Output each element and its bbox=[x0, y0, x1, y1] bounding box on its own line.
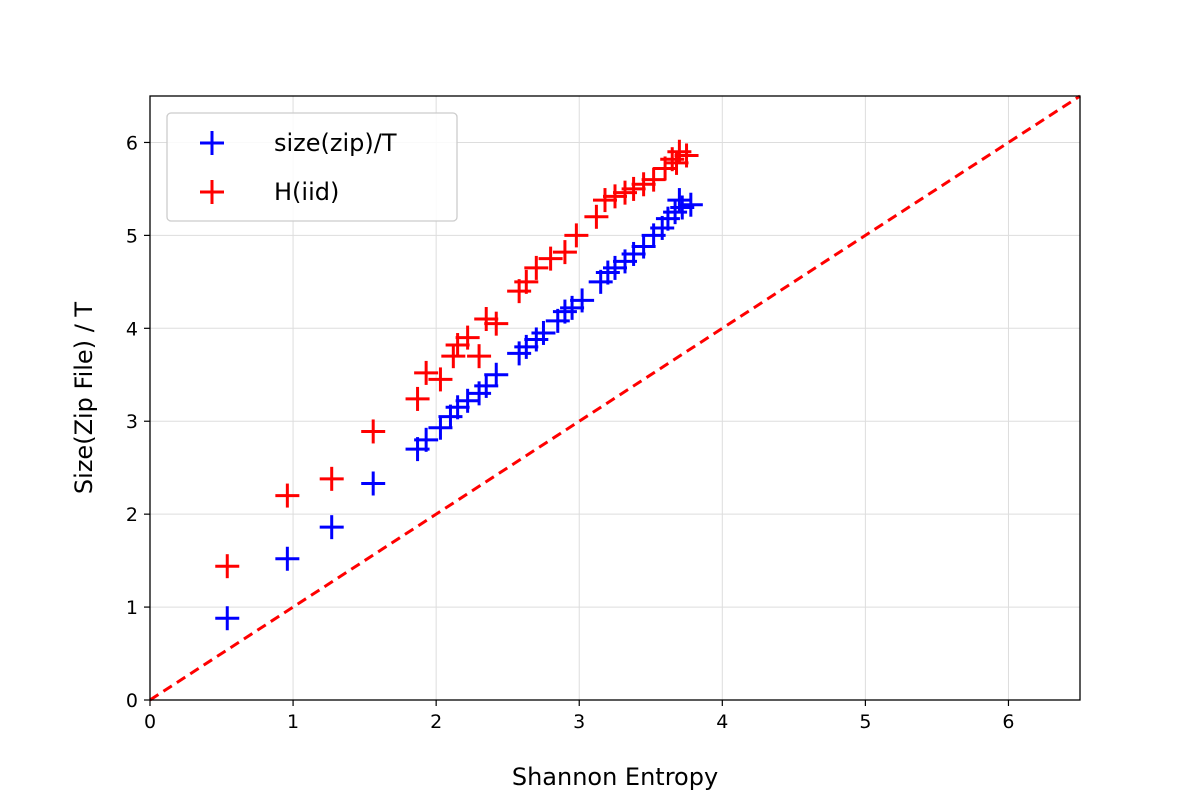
y-tick-label: 6 bbox=[126, 132, 138, 154]
y-axis-label: Size(Zip File) / T bbox=[70, 302, 98, 494]
data-point-size-zip bbox=[570, 288, 595, 313]
y-tick-label: 4 bbox=[126, 318, 138, 340]
data-point-size-zip bbox=[428, 415, 453, 440]
legend-plus-h-iid bbox=[200, 180, 224, 204]
data-point-h-iid bbox=[524, 255, 549, 280]
legend: size(zip)/T H(iid) bbox=[166, 112, 458, 222]
x-tick-label: 3 bbox=[573, 711, 585, 733]
reference-line bbox=[149, 94, 1081, 702]
data-point-h-iid bbox=[538, 246, 563, 271]
data-point-size-zip bbox=[484, 362, 509, 387]
data-point-h-iid bbox=[441, 344, 466, 369]
legend-label-h-iid: H(iid) bbox=[274, 178, 339, 206]
legend-label-size-zip: size(zip)/T bbox=[274, 129, 397, 157]
data-point-h-iid bbox=[514, 269, 539, 294]
data-point-size-zip bbox=[275, 546, 300, 571]
data-point-h-iid bbox=[552, 240, 577, 265]
x-tick-label: 0 bbox=[144, 711, 156, 733]
data-point-size-zip bbox=[631, 234, 656, 259]
y-tick-label: 3 bbox=[126, 411, 138, 433]
x-tick-label: 2 bbox=[430, 711, 442, 733]
data-points bbox=[215, 139, 703, 631]
data-point-h-iid bbox=[621, 176, 646, 201]
data-point-h-iid bbox=[414, 360, 439, 385]
data-point-size-zip bbox=[361, 471, 386, 496]
x-axis-label: Shannon Entropy bbox=[512, 763, 718, 791]
data-point-h-iid bbox=[631, 172, 656, 197]
legend-plus-size-zip bbox=[200, 131, 224, 155]
x-tick-label: 5 bbox=[859, 711, 871, 733]
data-point-h-iid bbox=[428, 367, 453, 392]
data-point-h-iid bbox=[455, 325, 480, 350]
data-point-h-iid bbox=[641, 167, 666, 192]
y-tick-label: 2 bbox=[126, 504, 138, 526]
data-point-size-zip bbox=[678, 192, 703, 217]
reference-line-group bbox=[149, 94, 1081, 702]
data-point-h-iid bbox=[275, 483, 300, 508]
data-point-h-iid bbox=[405, 386, 430, 411]
data-point-h-iid bbox=[467, 344, 492, 369]
data-point-size-zip bbox=[474, 373, 499, 398]
data-point-h-iid bbox=[592, 188, 617, 213]
y-tick-label: 1 bbox=[126, 597, 138, 619]
data-point-h-iid bbox=[319, 466, 344, 491]
data-point-h-iid bbox=[474, 307, 499, 332]
data-point-h-iid bbox=[564, 223, 589, 248]
legend-box bbox=[166, 112, 458, 222]
data-point-size-zip bbox=[319, 515, 344, 540]
y-tick-label: 0 bbox=[126, 690, 138, 712]
plot-frame bbox=[149, 95, 1081, 701]
y-tick-label: 5 bbox=[126, 225, 138, 247]
x-tick-label: 6 bbox=[1002, 711, 1014, 733]
data-point-h-iid bbox=[361, 419, 386, 444]
x-tick-label: 4 bbox=[716, 711, 728, 733]
axis-ticks: 0 1 2 3 4 5 6 0 1 2 3 4 5 6 bbox=[126, 132, 1015, 733]
data-point-size-zip bbox=[667, 188, 692, 213]
data-point-size-zip bbox=[414, 427, 439, 452]
x-tick-label: 1 bbox=[287, 711, 299, 733]
legend-marker-size-zip bbox=[200, 131, 224, 155]
data-point-h-iid bbox=[603, 184, 627, 209]
data-point-size-zip bbox=[215, 606, 240, 631]
data-point-h-iid bbox=[664, 150, 689, 175]
data-point-h-iid bbox=[584, 204, 609, 229]
legend-marker-h-iid bbox=[200, 180, 224, 204]
data-point-h-iid bbox=[484, 311, 509, 336]
data-point-size-zip bbox=[531, 320, 556, 345]
data-point-h-iid bbox=[215, 554, 240, 579]
